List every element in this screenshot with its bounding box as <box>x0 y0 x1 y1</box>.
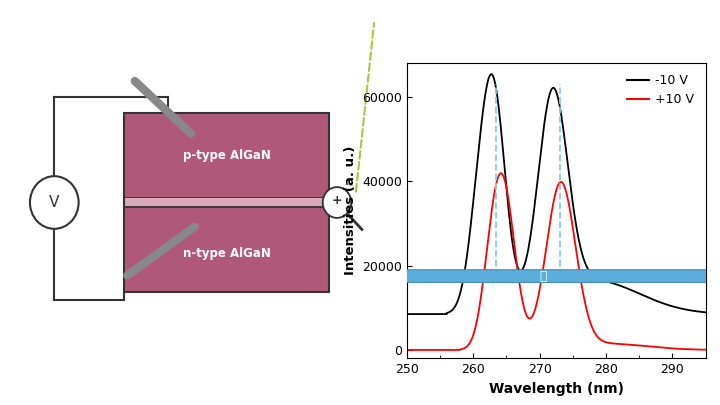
Legend: -10 V, +10 V: -10 V, +10 V <box>621 69 699 111</box>
Y-axis label: Intensities (a. u.): Intensities (a. u.) <box>343 146 356 275</box>
X-axis label: Wavelength (nm): Wavelength (nm) <box>489 382 624 396</box>
Circle shape <box>30 176 78 229</box>
Text: ⚿: ⚿ <box>539 271 546 284</box>
Circle shape <box>0 270 720 282</box>
Circle shape <box>323 187 351 218</box>
Text: n-type AlGaN: n-type AlGaN <box>183 247 271 260</box>
Text: V: V <box>49 195 60 210</box>
Text: p-type AlGaN: p-type AlGaN <box>183 149 271 162</box>
Text: CL characterization: CL characterization <box>457 29 617 45</box>
Text: +: + <box>332 194 342 207</box>
FancyBboxPatch shape <box>124 207 330 292</box>
FancyBboxPatch shape <box>124 113 330 198</box>
FancyBboxPatch shape <box>124 198 330 207</box>
